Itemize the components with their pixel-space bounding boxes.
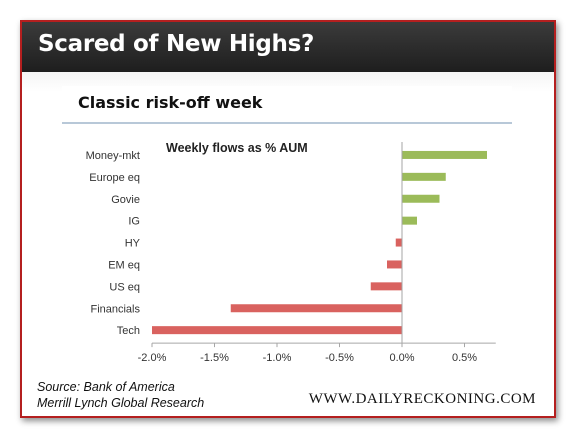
bar-ig bbox=[402, 216, 417, 225]
category-label: EM eq bbox=[108, 259, 140, 271]
x-tick-label: -1.5% bbox=[200, 352, 229, 364]
category-label: US eq bbox=[109, 281, 140, 293]
brand-url: WWW.DAILYRECKONING.COM bbox=[308, 391, 536, 407]
x-tick-label: -2.0% bbox=[138, 352, 167, 364]
category-label: Tech bbox=[117, 325, 140, 337]
bar-tech bbox=[152, 326, 402, 335]
bar-em-eq bbox=[387, 260, 402, 269]
chart-frame: Scared of New Highs? Classic risk-off we… bbox=[20, 20, 556, 418]
x-tick-label: 0.0% bbox=[389, 352, 414, 364]
source-line-2: Merrill Lynch Global Research bbox=[37, 396, 205, 410]
bar-money-mkt bbox=[402, 150, 487, 159]
chart-annotation: Weekly flows as % AUM bbox=[166, 141, 308, 155]
page-title: Scared of New Highs? bbox=[38, 31, 315, 57]
title-bar: Scared of New Highs? bbox=[22, 22, 554, 72]
category-label: Govie bbox=[111, 194, 140, 206]
title-rule bbox=[62, 122, 512, 124]
bar-financials bbox=[230, 304, 402, 313]
bar-hy bbox=[395, 238, 402, 247]
category-label: HY bbox=[125, 238, 141, 250]
bar-us-eq bbox=[370, 282, 402, 291]
x-tick-label: -0.5% bbox=[325, 352, 354, 364]
category-label: Europe eq bbox=[89, 172, 140, 184]
bar-europe-eq bbox=[402, 172, 446, 181]
x-tick-label: 0.5% bbox=[452, 352, 477, 364]
chart-title-band bbox=[62, 86, 512, 122]
source-note: Source: Bank of America Merrill Lynch Gl… bbox=[37, 379, 204, 411]
category-label: Money-mkt bbox=[86, 150, 140, 162]
bar-govie bbox=[402, 194, 440, 203]
category-label: Financials bbox=[90, 303, 140, 315]
category-label: IG bbox=[128, 216, 140, 228]
x-tick-label: -1.0% bbox=[263, 352, 292, 364]
source-line-1: Source: Bank of America bbox=[37, 380, 175, 394]
chart-title: Classic risk-off week bbox=[78, 93, 263, 112]
flows-bar-chart: Weekly flows as % AUM Money-mkt Europe eq… bbox=[86, 141, 496, 364]
